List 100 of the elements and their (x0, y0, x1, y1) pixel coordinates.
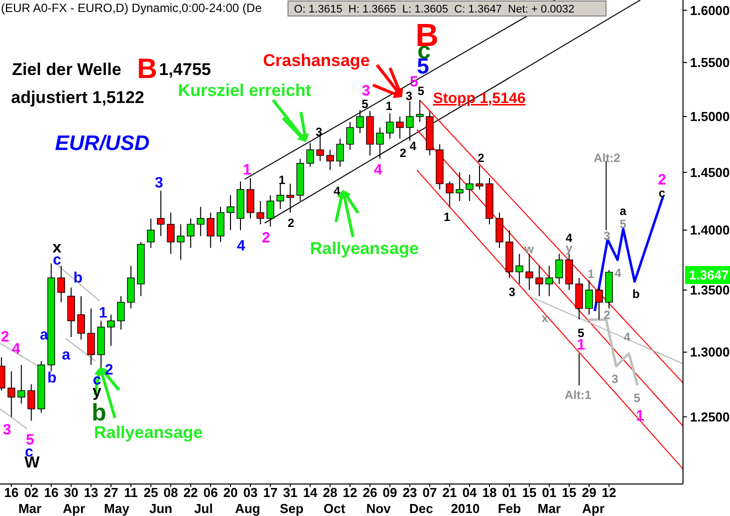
x-tick-label: 12 (602, 485, 616, 500)
annotation: 3 (508, 285, 516, 299)
annotation: 3 (362, 82, 370, 100)
x2-tick-label: Mar (18, 501, 42, 516)
annotation: 3 (406, 89, 413, 103)
x-tick-label: 20 (223, 485, 238, 500)
annotation: 4 (614, 266, 622, 280)
annotation: 5 (26, 432, 34, 448)
x2-tick-label: Jul (194, 501, 213, 516)
annotation: 1 (278, 173, 286, 187)
annotation: Kursziel erreicht (178, 81, 312, 100)
x-tick-label: 08 (164, 485, 178, 500)
x2-tick-label: May (104, 501, 130, 516)
x-tick-label: 11 (124, 485, 138, 500)
annotation: 3 (604, 229, 611, 243)
chart-subtitle: O: 1.3615 H: 1.3665 L: 1.3605 C: 1.3647 Net: + 0.0032 (294, 4, 574, 16)
annotation: 4 (236, 238, 246, 254)
annotation: a (62, 346, 71, 364)
annotation: a (620, 204, 627, 218)
x2-tick-label: Aug (234, 501, 260, 516)
annotation: Stopp 1,5146 (433, 90, 526, 107)
annotation: 5 (362, 97, 369, 111)
annotation: 3 (2, 422, 12, 438)
annotation: 1 (588, 267, 595, 281)
x-tick-label: 17 (263, 485, 278, 500)
x-tick-label: 09 (382, 485, 398, 500)
annotation: c (658, 186, 666, 200)
x2-tick-label: Jun (149, 501, 172, 516)
x-tick-label: 29 (582, 485, 596, 500)
annotation: 3 (154, 174, 164, 192)
annotation: 5 (620, 217, 627, 231)
x-tick-label: 21 (442, 485, 457, 500)
annotation: 2 (658, 172, 666, 188)
y-tick-label: 1.4500 (690, 164, 730, 180)
x-tick-label: 27 (104, 485, 118, 500)
x-tick-label: 22 (183, 485, 198, 500)
chart-title: (EUR A0-FX - EURO,D) Dynamic,0:00-24:00 (De (1, 1, 262, 15)
y-tick-label: 1.3500 (690, 282, 730, 298)
annotation: 2 (288, 216, 295, 230)
annotation: 2 (400, 146, 407, 160)
x2-tick-label: Sep (280, 501, 304, 516)
x2-tick-label: Oct (324, 501, 346, 516)
annotation: y (92, 384, 102, 400)
annotation: 5 (634, 391, 641, 405)
annotation: b (73, 270, 83, 286)
annotation: 1,4755 (159, 60, 211, 79)
annotation: 1 (98, 304, 108, 322)
x-tick-label: 28 (322, 485, 338, 500)
annotation: Ziel der Welle (12, 60, 122, 79)
y-tick-label: 1.5000 (690, 109, 730, 124)
annotation: B (137, 53, 158, 84)
x-tick-label: 07 (422, 485, 437, 500)
annotation: Rallyeansage (310, 239, 419, 258)
annotation: x (542, 311, 549, 325)
x-tick-label: 06 (203, 485, 218, 500)
x-tick-label: 25 (144, 485, 158, 500)
x-tick-label: 13 (84, 485, 98, 500)
annotation: 3 (612, 372, 619, 386)
y-tick-label: 1.4000 (690, 222, 730, 238)
annotation: 4 (410, 139, 417, 153)
x-tick-label: 18 (482, 485, 497, 500)
y-tick-label: 1.3000 (690, 344, 730, 360)
x2-tick-label: Dec (409, 501, 434, 516)
annotation: 5 (418, 84, 425, 98)
annotation: adjustiert 1,5122 (11, 88, 144, 107)
x-tick-label: 15 (562, 485, 576, 500)
x2-tick-label: Feb (498, 501, 522, 516)
annotation: EUR/USD (55, 132, 150, 155)
annotation: 1 (444, 210, 451, 224)
annotation: 2 (604, 308, 611, 322)
x-tick-label: 01 (542, 485, 556, 500)
annotation: 2 (0, 328, 10, 346)
x2-tick-label: Mar (538, 501, 561, 516)
annotation: 1 (386, 99, 393, 113)
annotation: 4 (12, 340, 21, 358)
y-tick-label: 1.5500 (690, 55, 730, 70)
annotation: 4 (374, 162, 383, 178)
x2-tick-label: 2010 (450, 501, 480, 516)
x2-tick-label: Apr (62, 501, 86, 516)
annotation: b (632, 287, 640, 301)
y-tick-label: 1.2500 (690, 409, 730, 424)
x-tick-label: 12 (342, 485, 358, 500)
x-tick-label: 26 (362, 485, 378, 500)
annotation: 2 (478, 151, 485, 165)
annotation: w (523, 242, 534, 256)
x2-tick-label: Apr (582, 501, 605, 516)
text: 1.3647 (689, 268, 729, 282)
x-tick-label: 30 (64, 485, 78, 500)
annotation: Alt:1 (564, 388, 592, 402)
annotation: Crashansage (263, 51, 370, 70)
annotation: 1 (636, 408, 644, 424)
x-tick-label: 31 (283, 485, 298, 500)
annotation: 2 (104, 362, 114, 378)
x-tick-label: 04 (462, 485, 478, 500)
annotation: 1 (242, 162, 252, 178)
x-tick-label: 15 (522, 485, 537, 500)
annotation: b (47, 370, 57, 386)
x2-tick-label: Nov (366, 501, 392, 516)
x-tick-label: 16 (44, 485, 58, 500)
y-tick-label: 1.6000 (690, 2, 730, 18)
